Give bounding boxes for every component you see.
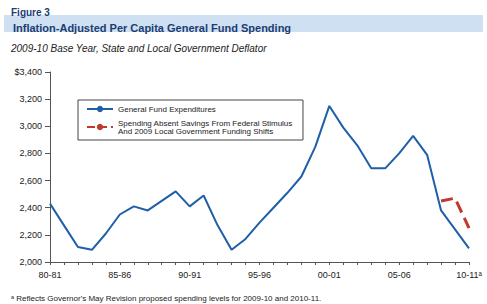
- svg-text:2,000: 2,000: [19, 257, 42, 267]
- svg-text:3,200: 3,200: [19, 94, 42, 104]
- svg-text:85-86: 85-86: [108, 270, 131, 280]
- svg-text:90-91: 90-91: [178, 270, 201, 280]
- svg-text:Inflation-Adjusted Per Capita: Inflation-Adjusted Per Capita General Fu…: [13, 22, 291, 34]
- svg-text:$3,400: $3,400: [14, 67, 42, 77]
- svg-text:00-01: 00-01: [318, 270, 341, 280]
- svg-text:80-81: 80-81: [38, 270, 61, 280]
- svg-text:2,600: 2,600: [19, 176, 42, 186]
- svg-text:And 2009 Local Government Fund: And 2009 Local Government Funding Shifts: [118, 127, 273, 136]
- svg-text:2,400: 2,400: [19, 203, 42, 213]
- svg-text:General Fund Expenditures: General Fund Expenditures: [118, 105, 216, 114]
- svg-text:2,800: 2,800: [19, 148, 42, 158]
- svg-text:2009-10 Base Year, State and L: 2009-10 Base Year, State and Local Gover…: [10, 43, 267, 54]
- svg-text:05-06: 05-06: [388, 270, 411, 280]
- svg-text:3,000: 3,000: [19, 121, 42, 131]
- svg-text:ᵃ Reflects Governor's May Revi: ᵃ Reflects Governor's May Revision propo…: [11, 294, 321, 303]
- svg-text:2,200: 2,200: [19, 230, 42, 240]
- svg-text:Spending Absent Savings From F: Spending Absent Savings From Federal Sti…: [118, 118, 295, 128]
- svg-text:95-96: 95-96: [248, 270, 271, 280]
- svg-text:10-11ᵃ: 10-11ᵃ: [456, 270, 482, 280]
- svg-text:Figure 3: Figure 3: [11, 7, 50, 18]
